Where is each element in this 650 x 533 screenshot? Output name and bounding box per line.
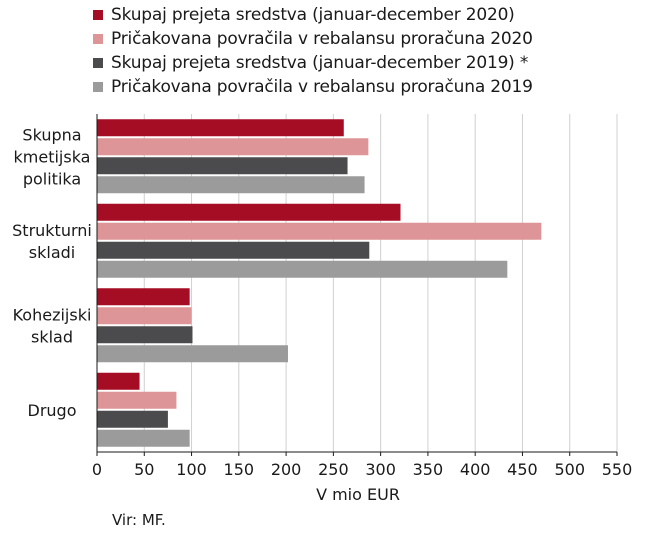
bar <box>97 429 190 447</box>
bar <box>97 222 542 240</box>
legend-label: Pričakovana povračila v rebalansu prorač… <box>111 77 533 97</box>
legend: Skupaj prejeta sredstva (januar-december… <box>93 3 633 99</box>
legend-item: Skupaj prejeta sredstva (januar-december… <box>93 51 633 75</box>
bar <box>97 391 177 409</box>
source-note: Vir: MF. <box>112 511 166 529</box>
category-label: skladi <box>29 243 75 262</box>
bar <box>97 176 365 194</box>
x-tick-label: 150 <box>224 460 255 479</box>
bar <box>97 157 348 175</box>
legend-label: Pričakovana povračila v rebalansu prorač… <box>111 29 533 49</box>
bar <box>97 372 140 390</box>
x-tick-label: 500 <box>554 460 585 479</box>
category-label: Skupna <box>22 125 81 144</box>
category-label: Drugo <box>28 401 77 420</box>
x-tick-label: 0 <box>92 460 102 479</box>
bar <box>97 241 370 259</box>
bar <box>97 345 288 363</box>
legend-swatch <box>93 10 103 20</box>
category-label: sklad <box>31 327 73 346</box>
bar <box>97 203 401 221</box>
legend-label: Skupaj prejeta sredstva (januar-december… <box>111 53 529 73</box>
x-tick-label: 450 <box>507 460 538 479</box>
legend-item: Pričakovana povračila v rebalansu prorač… <box>93 27 633 51</box>
bar <box>97 119 344 137</box>
legend-item: Pričakovana povračila v rebalansu prorač… <box>93 75 633 99</box>
legend-swatch <box>93 58 103 68</box>
category-label: Strukturni <box>12 221 92 240</box>
legend-swatch <box>93 82 103 92</box>
legend-label: Skupaj prejeta sredstva (januar-december… <box>111 5 515 25</box>
x-tick-label: 400 <box>460 460 491 479</box>
x-tick-label: 550 <box>602 460 633 479</box>
category-label: politika <box>23 169 81 188</box>
category-label: kmetijska <box>14 147 91 166</box>
category-label: Kohezijski <box>13 305 92 324</box>
x-tick-label: 250 <box>318 460 349 479</box>
bar <box>97 138 369 156</box>
bar <box>97 288 190 306</box>
bar <box>97 410 168 428</box>
bar <box>97 326 193 344</box>
x-tick-label: 300 <box>365 460 396 479</box>
x-tick-label: 350 <box>413 460 444 479</box>
x-tick-label: 200 <box>271 460 302 479</box>
x-tick-label: 100 <box>176 460 207 479</box>
legend-swatch <box>93 34 103 44</box>
bar <box>97 307 192 325</box>
x-tick-label: 50 <box>134 460 154 479</box>
bar <box>97 260 508 278</box>
legend-item: Skupaj prejeta sredstva (januar-december… <box>93 3 633 27</box>
x-axis-label: V mio EUR <box>316 485 400 504</box>
